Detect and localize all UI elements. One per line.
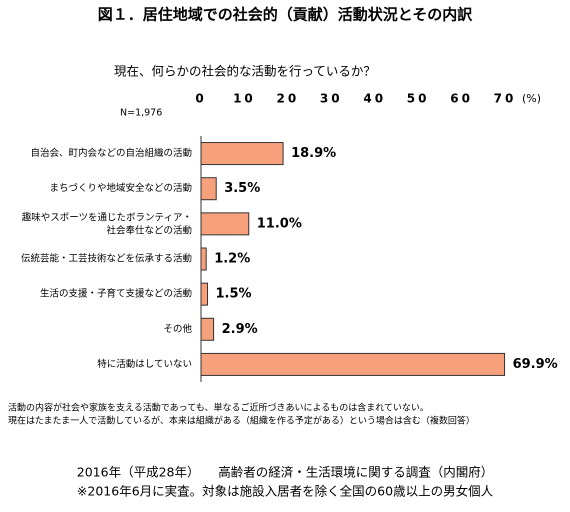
value-label: 3.5% (224, 181, 260, 196)
y-tick-label: 伝統芸能・工芸技術などを伝承する活動 (21, 253, 192, 265)
source: ※2016年6月に実査。対象は施設入居者を除く全国の60歳以上の男女個人 (77, 484, 494, 499)
y-tick-label: 生活の支援・子育て支援などの活動 (40, 288, 192, 300)
x-tick-label: 10 (233, 92, 256, 106)
source: 2016年（平成28年） 高齢者の経済・生活環境に関する調査（内閣府） (77, 465, 493, 480)
subtitle: 現在、何らかの社会的な活動を行っているか？ (114, 64, 376, 79)
bar (200, 247, 207, 271)
y-tick-label: 趣味やスポーツを通じたボランティア・社会奉仕などの活動 (22, 211, 192, 236)
y-tick-label: 自治会、町内会などの自治組織の活動 (30, 147, 192, 159)
value-label: 2.9% (222, 322, 258, 337)
bar (200, 282, 209, 306)
value-label: 1.2% (214, 252, 250, 267)
value-label: 18.9% (291, 146, 336, 161)
y-tick-label: まちづくりや地域安全などの活動 (49, 182, 192, 194)
x-tick-label: 60 (450, 92, 473, 106)
bar (200, 352, 506, 376)
x-unit: (%) (522, 92, 541, 105)
value-label: 11.0% (257, 216, 302, 231)
x-tick-label: 0 (195, 92, 206, 106)
value-label: 69.9% (513, 357, 558, 372)
x-tick-label: 50 (407, 92, 430, 106)
note: 活動の内容が社会や家族を支える活動であっても、単なるご近所づきあいによるものは含… (8, 402, 429, 414)
chart-title: 図１．居住地域での社会的（貢献）活動状況とその内訳 (98, 6, 474, 24)
x-tick-label: 20 (277, 92, 300, 106)
bar (200, 142, 284, 166)
y-tick-label: その他 (163, 323, 192, 335)
x-tick-label: 70 (494, 92, 517, 106)
bar (200, 212, 250, 236)
x-tick-label: 30 (320, 92, 343, 106)
y-tick-label: 特に活動はしていない (97, 358, 192, 370)
bar (200, 177, 217, 201)
value-label: 1.5% (216, 287, 252, 302)
bar (200, 317, 215, 341)
x-tick-label: 40 (363, 92, 386, 106)
note: 現在はたまたま一人で活動しているが、本来は組織がある（組織を作る予定がある）とい… (8, 415, 475, 427)
sample-size: N=1,976 (120, 108, 162, 119)
